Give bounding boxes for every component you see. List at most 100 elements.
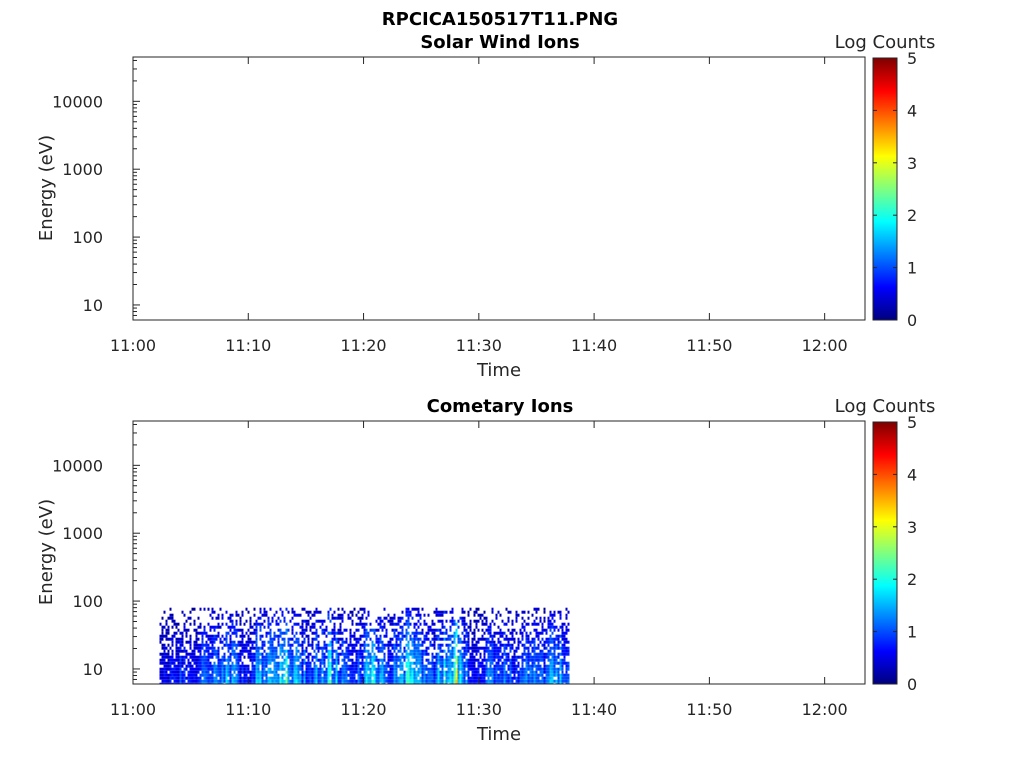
heatmap-cell bbox=[451, 634, 454, 638]
heatmap-cell bbox=[433, 622, 436, 626]
heatmap-cell bbox=[225, 676, 228, 680]
heatmap-cell bbox=[379, 673, 382, 677]
heatmap-cell bbox=[561, 649, 564, 653]
heatmap-cell bbox=[547, 652, 550, 656]
heatmap-cell bbox=[207, 661, 210, 665]
heatmap-cell bbox=[381, 625, 384, 629]
heatmap-cell bbox=[263, 664, 266, 668]
heatmap-cell bbox=[395, 622, 398, 626]
heatmap-cell bbox=[567, 628, 570, 632]
heatmap-cell bbox=[193, 619, 196, 623]
heatmap-cell bbox=[343, 682, 346, 684]
heatmap-cell bbox=[327, 643, 330, 647]
heatmap-cell bbox=[481, 658, 484, 662]
heatmap-cell bbox=[545, 631, 548, 635]
heatmap-cell bbox=[181, 661, 184, 665]
heatmap-cell bbox=[207, 679, 210, 683]
heatmap-cell bbox=[451, 670, 454, 674]
heatmap-cell bbox=[191, 676, 194, 680]
heatmap-cell bbox=[201, 631, 204, 635]
heatmap-cell bbox=[367, 634, 370, 638]
solar-wind-ions-x-label: Time bbox=[476, 360, 521, 381]
heatmap-cell bbox=[413, 622, 416, 626]
heatmap-cell bbox=[245, 643, 248, 647]
heatmap-cell bbox=[313, 649, 316, 653]
heatmap-cell bbox=[237, 658, 240, 662]
heatmap-cell bbox=[219, 661, 222, 665]
heatmap-cell bbox=[393, 658, 396, 662]
heatmap-cell bbox=[405, 673, 408, 677]
heatmap-cell bbox=[271, 670, 274, 674]
heatmap-cell bbox=[471, 673, 474, 677]
heatmap-cell bbox=[247, 655, 250, 659]
heatmap-cell bbox=[485, 670, 488, 674]
heatmap-cell bbox=[417, 673, 420, 677]
heatmap-cell bbox=[435, 607, 438, 611]
heatmap-cell bbox=[279, 682, 282, 684]
heatmap-cell bbox=[527, 637, 530, 641]
heatmap-cell bbox=[261, 679, 264, 683]
heatmap-cell bbox=[393, 670, 396, 674]
heatmap-cell bbox=[337, 628, 340, 632]
heatmap-cell bbox=[187, 628, 190, 632]
heatmap-cell bbox=[561, 637, 564, 641]
heatmap-cell bbox=[553, 661, 556, 665]
heatmap-cell bbox=[205, 679, 208, 683]
heatmap-cell bbox=[327, 682, 330, 684]
heatmap-cell bbox=[385, 661, 388, 665]
heatmap-cell bbox=[267, 622, 270, 626]
heatmap-cell bbox=[351, 676, 354, 680]
heatmap-cell bbox=[343, 679, 346, 683]
heatmap-cell bbox=[339, 667, 342, 671]
heatmap-cell bbox=[249, 622, 252, 626]
heatmap-cell bbox=[175, 658, 178, 662]
heatmap-cell bbox=[509, 661, 512, 665]
heatmap-cell bbox=[417, 655, 420, 659]
heatmap-cell bbox=[311, 655, 314, 659]
heatmap-cell bbox=[409, 637, 412, 641]
heatmap-cell bbox=[425, 664, 428, 668]
heatmap-cell bbox=[281, 679, 284, 683]
heatmap-cell bbox=[423, 667, 426, 671]
heatmap-cell bbox=[183, 649, 186, 653]
heatmap-cell bbox=[495, 670, 498, 674]
heatmap-cell bbox=[173, 682, 176, 684]
heatmap-cell bbox=[419, 676, 422, 680]
heatmap-cell bbox=[263, 673, 266, 677]
heatmap-cell bbox=[291, 616, 294, 620]
heatmap-cell bbox=[185, 667, 188, 671]
heatmap-cell bbox=[205, 649, 208, 653]
heatmap-cell bbox=[399, 667, 402, 671]
heatmap-cell bbox=[391, 616, 394, 620]
heatmap-cell bbox=[485, 673, 488, 677]
colorbar-tick-label: 5 bbox=[907, 49, 917, 68]
heatmap-cell bbox=[385, 664, 388, 668]
heatmap-cell bbox=[195, 670, 198, 674]
heatmap-cell bbox=[341, 670, 344, 674]
heatmap-cell bbox=[175, 670, 178, 674]
heatmap-cell bbox=[355, 640, 358, 644]
heatmap-cell bbox=[387, 670, 390, 674]
heatmap-cell bbox=[289, 637, 292, 641]
heatmap-cell bbox=[361, 682, 364, 684]
heatmap-cell bbox=[547, 658, 550, 662]
heatmap-cell bbox=[425, 649, 428, 653]
heatmap-cell bbox=[383, 634, 386, 638]
heatmap-cell bbox=[163, 655, 166, 659]
heatmap-cell bbox=[259, 616, 262, 620]
heatmap-cell bbox=[491, 673, 494, 677]
heatmap-cell bbox=[209, 667, 212, 671]
heatmap-cell bbox=[169, 676, 172, 680]
heatmap-cell bbox=[515, 613, 518, 617]
heatmap-cell bbox=[511, 682, 514, 684]
heatmap-cell bbox=[239, 640, 242, 644]
heatmap-cell bbox=[553, 640, 556, 644]
heatmap-cell bbox=[481, 670, 484, 674]
heatmap-cell bbox=[475, 610, 478, 614]
heatmap-cell bbox=[293, 661, 296, 665]
heatmap-cell bbox=[181, 664, 184, 668]
heatmap-cell bbox=[315, 667, 318, 671]
heatmap-cell bbox=[405, 670, 408, 674]
heatmap-cell bbox=[309, 676, 312, 680]
heatmap-cell bbox=[291, 673, 294, 677]
